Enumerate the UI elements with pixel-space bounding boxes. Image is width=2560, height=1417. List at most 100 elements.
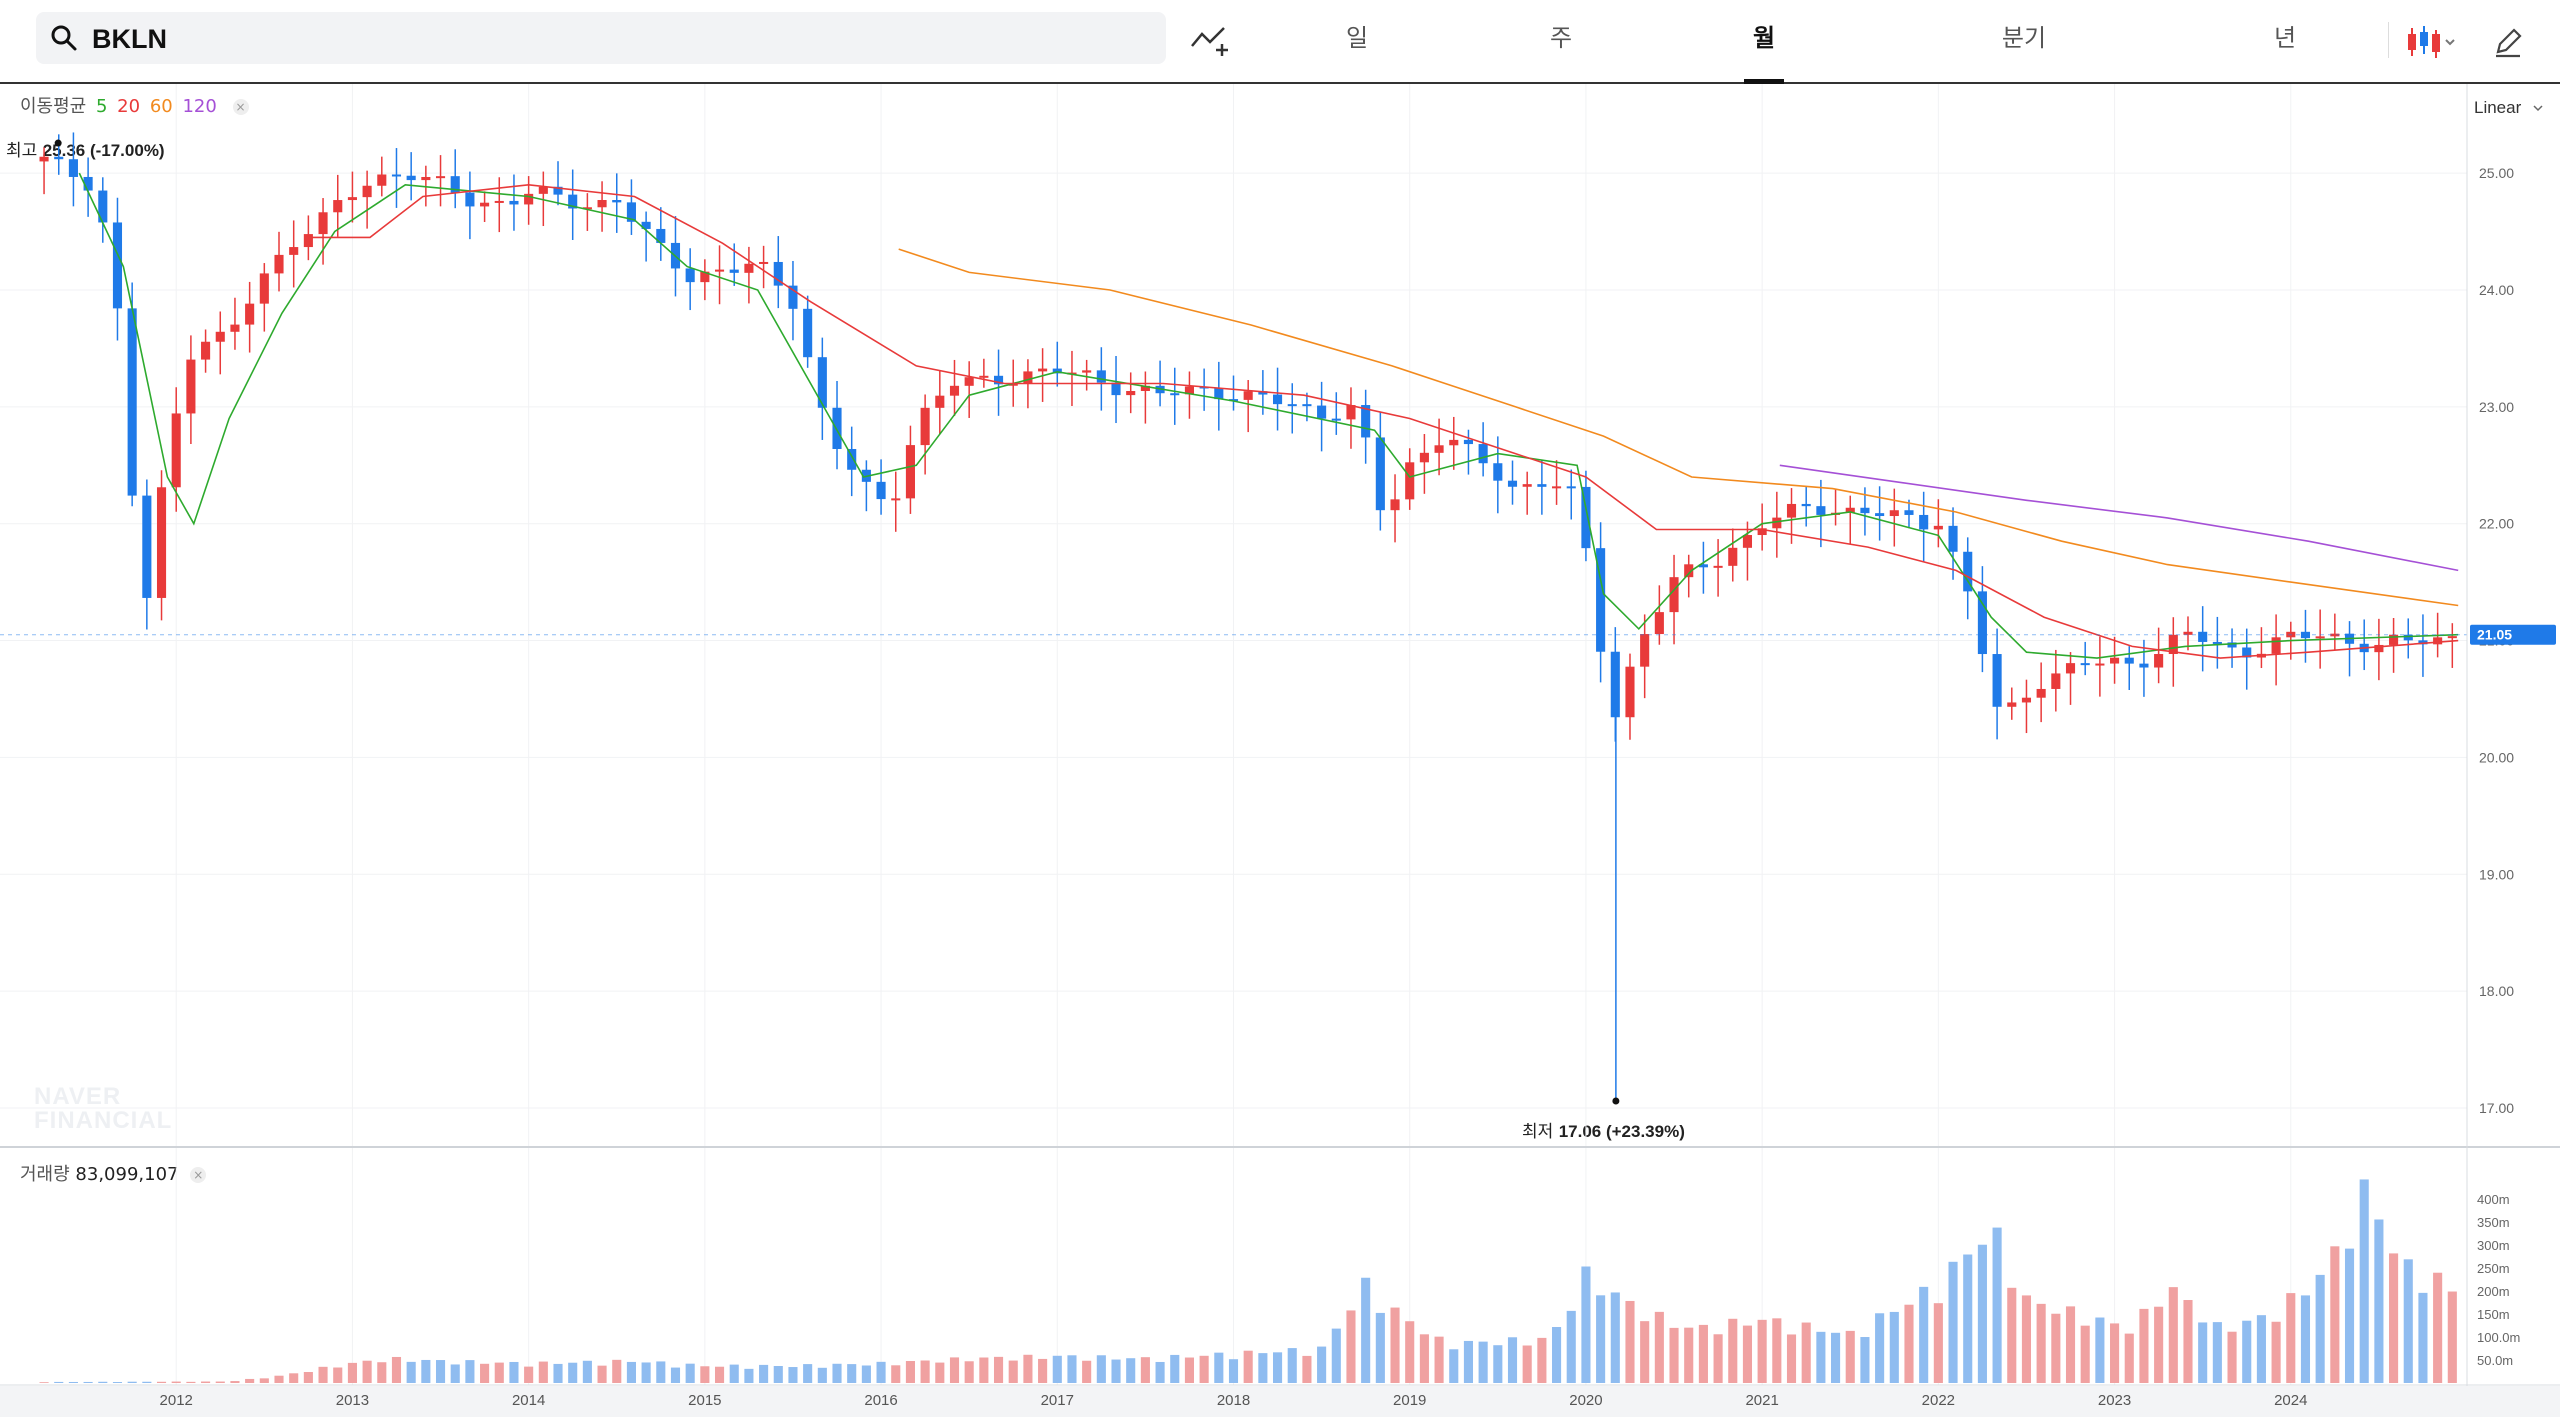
tab-quarter[interactable]: 분기 [2001,24,2047,52]
candle-body [1713,565,1723,568]
candle-body [685,268,695,283]
candle-body [553,186,563,195]
candle-body [509,200,519,205]
volume-bar [156,1381,167,1383]
volume-bar [1977,1244,1987,1383]
current-price-label: 21.05 [2477,627,2512,643]
ma5-line [78,172,2459,659]
volume-bar [1419,1334,1429,1383]
candle-body [2154,654,2164,668]
volume-bar [861,1365,871,1383]
volume-bar [2007,1287,2017,1383]
volume-bar [1346,1310,1356,1383]
volume-bar [1126,1358,1136,1383]
tab-month[interactable]: 월 [1704,0,1824,84]
volume-bar [2051,1313,2061,1383]
candle-body [156,487,167,598]
price-tick-label: 24.00 [2479,282,2514,298]
volume-bar [553,1363,563,1383]
volume-bar [2286,1293,2296,1383]
search-input[interactable] [90,18,1144,60]
time-tick-label: 2024 [2274,1392,2307,1409]
candle-body [1184,386,1194,395]
volume-bar [773,1365,783,1383]
low-label: 최저 [1522,1122,1554,1142]
candle-body [993,375,1004,385]
volume-tick-label: 400m [2477,1192,2510,1207]
x-axis-band [0,1386,2560,1417]
volume-bar [568,1362,578,1383]
candle-body [1552,486,1562,489]
volume-bar [1214,1352,1224,1383]
candle-body [759,261,769,264]
volume-bar [1258,1353,1268,1383]
chevron-down-icon [2533,105,2543,112]
volume-bar [979,1357,989,1383]
candle-body [1331,418,1341,421]
volume-bar [2300,1295,2311,1383]
volume-bar [1507,1337,1518,1383]
volume-bar [377,1362,387,1383]
candle-body [2051,673,2061,689]
volume-bar [127,1381,137,1383]
candle-body [1346,405,1356,420]
tab-day[interactable]: 일 [1345,24,1369,52]
candlestick-icon[interactable] [2402,22,2464,62]
volume-bar [1728,1318,1738,1383]
volume-bar [1361,1277,1371,1383]
search-box[interactable] [36,12,1166,64]
candle-body [803,308,813,358]
volume-bar [1933,1303,1943,1383]
candle-body [788,285,798,309]
candle-body [1214,388,1224,400]
candle-body [847,448,857,470]
time-tick-label: 2016 [864,1392,897,1409]
volume-bar [876,1361,886,1383]
volume-bar [1243,1350,1253,1383]
volume-bar [1493,1345,1503,1383]
candle-body [1096,370,1106,383]
ma120-label: 120 [182,96,217,117]
volume-bar [1111,1359,1121,1383]
candle-body [1919,514,1929,530]
volume-bar [656,1361,666,1383]
candle-body [2065,663,2076,674]
volume-bar [1449,1349,1459,1383]
candle-body [626,202,636,222]
candle-body [2007,702,2017,707]
volume-bar [2198,1322,2208,1383]
candle-body [1992,654,2002,707]
tab-week[interactable]: 주 [1549,24,1573,52]
tab-year[interactable]: 년 [2273,24,2297,52]
add-indicator-icon[interactable] [1188,20,1232,60]
time-tick-label: 2022 [1922,1392,1955,1409]
candle-body [347,197,357,201]
candle-body [480,202,490,207]
volume-bar [2344,1248,2355,1383]
volume-legend-close-button[interactable]: × [190,1167,207,1183]
candle-body [1640,634,1650,667]
scale-mode-dropdown[interactable]: Linear [2474,98,2544,118]
volume-bar [1963,1254,1973,1383]
candle-body [714,269,725,272]
candle-body [1507,480,1518,487]
candle-body [876,481,886,500]
pencil-icon[interactable] [2488,22,2528,62]
volume-bar [1684,1327,1694,1383]
volume-bar [333,1367,343,1383]
volume-bar [905,1361,915,1383]
low-annotation: 최저 17.06 (+23.39%) [1522,1117,1685,1142]
price-tick-label: 25.00 [2479,165,2514,181]
candle-body [259,273,269,304]
candle-body [1287,404,1297,407]
candle-body [1610,651,1620,718]
volume-bar [935,1362,945,1383]
candle-body [2168,634,2178,655]
ma-legend-label: 이동평균 [20,96,87,117]
volume-bar [1625,1300,1635,1383]
candle-body [964,377,974,386]
ma-legend-close-button[interactable]: × [232,99,249,115]
volume-bar [2389,1253,2399,1383]
candle-body [1684,564,1694,578]
